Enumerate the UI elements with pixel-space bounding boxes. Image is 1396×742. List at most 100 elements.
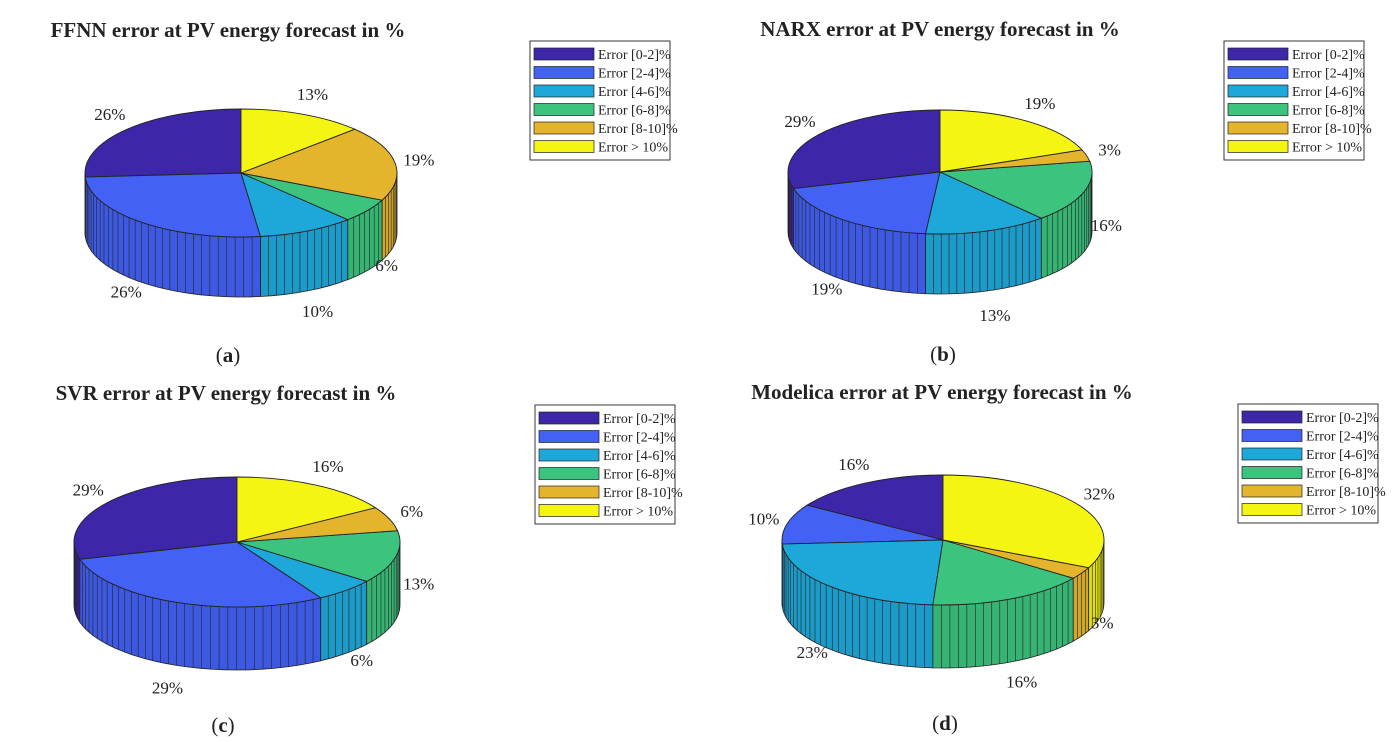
slice-value-label: 29% (152, 678, 183, 697)
chart-title: FFNN error at PV energy forecast in % (51, 18, 406, 42)
pie-slice-error-0-2- (73, 476, 238, 560)
legend-entry: Error [0-2]% (603, 412, 676, 427)
slice-value-label: 26% (94, 105, 125, 124)
legend-swatch (1241, 429, 1303, 442)
legend-entry: Error [2-4]% (1306, 430, 1379, 445)
pie-slice-error-10- (942, 474, 1105, 569)
pie-panel-c: SVR error at PV energy forecast in % 29% 2… (56, 381, 683, 737)
legend-swatch (1241, 447, 1303, 461)
slice-value-label: 16% (1091, 216, 1122, 235)
pie-slice-error-0-2- (787, 109, 941, 189)
legend-swatch (538, 448, 600, 462)
legend-entry: Error [4-6]% (1292, 85, 1365, 100)
legend-entry: Error [8-10]% (1306, 485, 1386, 500)
pie-slice-error-10- (236, 476, 377, 543)
legend-swatch (533, 103, 595, 116)
legend-swatch (533, 84, 595, 98)
legend-entry: Error [6-8]% (1292, 104, 1365, 119)
pie-slice-error-6-8- (939, 160, 1093, 219)
slice-value-label: 16% (838, 455, 869, 474)
legend-swatch (538, 485, 600, 499)
legend-swatch (1227, 140, 1289, 153)
pie-slice-error-4-6- (924, 171, 1043, 235)
legend-entry: Error [6-8]% (603, 468, 676, 483)
pie-slice-error-6-8- (932, 539, 1075, 606)
pie-slice-error-2-4- (781, 504, 944, 545)
legend-entry: Error [6-8]% (598, 104, 671, 119)
panel-letter: a (223, 343, 234, 367)
panel-label: (a) (216, 343, 241, 367)
legend-entry: Error [8-10]% (603, 486, 683, 501)
pie-side-error-8-10- (1072, 566, 1090, 642)
pie-panel-d: Modelica error at PV energy forecast in … (748, 380, 1386, 735)
pie-slice-error-10- (939, 109, 1083, 173)
pie-slice-error-10- (240, 108, 356, 174)
panel-label: (d) (932, 711, 958, 735)
pie-side (84, 172, 398, 298)
slice-value-label: 3% (1098, 141, 1121, 160)
legend-swatch (538, 430, 600, 443)
pie-slice-error-6-8- (236, 530, 401, 582)
legend-swatch (538, 504, 600, 517)
legend-entry: Error > 10% (603, 505, 673, 520)
slice-value-label: 19% (403, 151, 434, 170)
pie-panel-b: NARX error at PV energy forecast in % 29%… (760, 17, 1372, 366)
pie-slice-error-8-10- (239, 128, 398, 201)
chart-title: Modelica error at PV energy forecast in … (751, 380, 1133, 404)
legend: Error [0-2]% Error [2-4]% Error [4-6]% Erro… (529, 40, 678, 161)
slice-value-label: 23% (797, 643, 828, 662)
slice-value-label: 19% (811, 279, 842, 298)
legend-entry: Error [4-6]% (603, 449, 676, 464)
legend-entry: Error [2-4]% (603, 431, 676, 446)
slice-value-label: 16% (1006, 673, 1037, 692)
panel-label: (c) (211, 713, 234, 737)
pie-panel-a: FFNN error at PV energy forecast in % 26%… (51, 18, 678, 367)
pie-slice-error-4-6- (240, 172, 349, 237)
slice-value-label: 13% (297, 85, 328, 104)
legend-entry: Error [2-4]% (1292, 67, 1365, 82)
legend-entry: Error [8-10]% (1292, 122, 1372, 137)
legend-swatch (1227, 121, 1289, 135)
slice-value-label: 16% (312, 457, 343, 476)
legend-swatch (538, 467, 600, 480)
legend-swatch (533, 140, 595, 153)
pie-slice-error-0-2- (805, 474, 944, 541)
panel-letter: c (218, 713, 227, 737)
slice-value-label: 32% (1084, 484, 1115, 503)
slice-value-label: 6% (375, 256, 398, 275)
pie-side (73, 541, 401, 671)
slice-value-label: 13% (403, 574, 434, 593)
slice-value-label: 6% (350, 651, 373, 670)
slice-value-label: 26% (111, 282, 142, 301)
legend-swatch (1241, 410, 1303, 424)
slice-value-label: 19% (1024, 94, 1055, 113)
legend-swatch (533, 47, 595, 61)
legend: Error [0-2]% Error [2-4]% Error [4-6]% Erro… (1223, 40, 1372, 161)
pie-side (787, 171, 1093, 295)
pie-slice-error-2-4- (79, 541, 322, 608)
panel-letter: b (937, 342, 949, 366)
slice-value-label: 13% (979, 306, 1010, 325)
legend-swatch (1227, 103, 1289, 116)
legend: Error [0-2]% Error [2-4]% Error [4-6]% Erro… (534, 404, 683, 525)
legend-swatch (533, 121, 595, 135)
legend-swatch (1241, 503, 1303, 516)
legend-entry: Error [4-6]% (1306, 448, 1379, 463)
legend-entry: Error > 10% (1292, 141, 1362, 156)
legend-swatch (538, 411, 600, 425)
slice-value-label: 3% (1091, 613, 1114, 632)
legend-swatch (1227, 84, 1289, 98)
pie-slice-error-0-2- (84, 108, 242, 178)
legend-swatch (1227, 47, 1289, 61)
slice-value-label: 29% (784, 112, 815, 131)
legend: Error [0-2]% Error [2-4]% Error [4-6]% Erro… (1237, 403, 1386, 524)
legend-entry: Error > 10% (598, 141, 668, 156)
legend-entry: Error [0-2]% (1306, 411, 1379, 426)
legend-entry: Error [6-8]% (1306, 467, 1379, 482)
legend-entry: Error [2-4]% (598, 67, 671, 82)
slice-value-label: 10% (302, 302, 333, 321)
pie-side (781, 539, 1105, 669)
legend-swatch (1241, 466, 1303, 479)
slice-value-label: 29% (73, 480, 104, 499)
